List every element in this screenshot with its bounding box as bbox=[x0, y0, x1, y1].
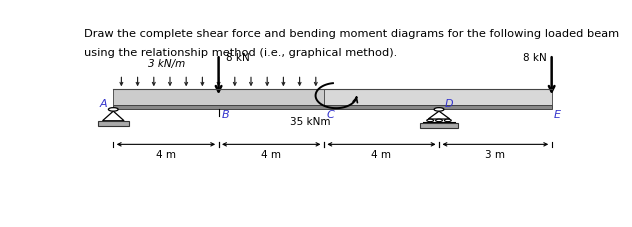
Bar bbox=[113, 105, 552, 109]
Polygon shape bbox=[102, 111, 124, 121]
Text: 35 kNm: 35 kNm bbox=[289, 116, 330, 127]
Text: C: C bbox=[327, 110, 334, 120]
Circle shape bbox=[109, 108, 118, 111]
Text: using the relationship method (i.e., graphical method).: using the relationship method (i.e., gra… bbox=[84, 48, 397, 58]
Text: B: B bbox=[222, 110, 229, 120]
Bar bbox=[324, 89, 552, 105]
Text: 8 kN: 8 kN bbox=[226, 53, 250, 63]
Text: A: A bbox=[100, 99, 107, 109]
Circle shape bbox=[444, 119, 451, 122]
Bar bbox=[97, 121, 129, 126]
Text: 4 m: 4 m bbox=[261, 151, 281, 160]
Text: E: E bbox=[554, 110, 561, 120]
Text: 4 m: 4 m bbox=[372, 151, 391, 160]
Text: 3 kN/m: 3 kN/m bbox=[148, 59, 185, 69]
Text: 4 m: 4 m bbox=[156, 151, 176, 160]
Circle shape bbox=[434, 108, 444, 111]
Circle shape bbox=[427, 119, 434, 122]
Circle shape bbox=[435, 119, 442, 122]
Bar bbox=[420, 123, 458, 128]
Text: Draw the complete shear force and bending moment diagrams for the following load: Draw the complete shear force and bendin… bbox=[84, 29, 619, 39]
Bar bbox=[113, 89, 324, 105]
Text: D: D bbox=[445, 99, 454, 109]
Text: 3 m: 3 m bbox=[485, 151, 506, 160]
Text: 8 kN: 8 kN bbox=[523, 53, 547, 63]
Polygon shape bbox=[428, 111, 450, 119]
